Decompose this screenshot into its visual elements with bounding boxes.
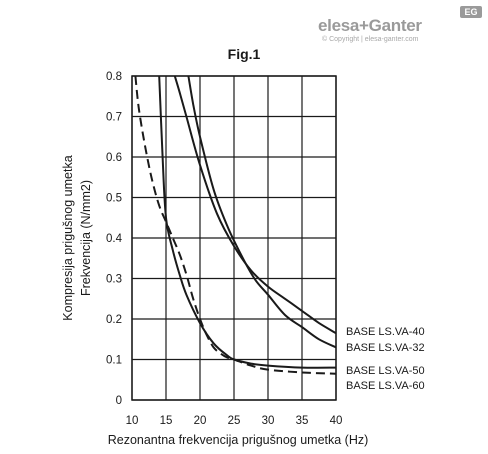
y-tick-label: 0.3 <box>106 274 122 286</box>
y-tick-label: 0.8 <box>106 71 122 83</box>
x-tick-label: 25 <box>228 415 241 427</box>
plot-frame <box>131 75 337 401</box>
x-tick-label: 15 <box>160 415 173 427</box>
brand-copyright: © Copyright | elesa-ganter.com <box>322 36 419 43</box>
x-tick-label: 30 <box>262 415 275 427</box>
legend-entry: BASE LS.VA-40 <box>346 326 425 338</box>
brand-badge: EG <box>460 6 482 18</box>
grid-lines <box>131 75 337 401</box>
y-tick-label: 0.2 <box>106 314 122 326</box>
series-line-base-ls-va-40 <box>173 75 337 335</box>
x-tick-label: 20 <box>194 415 207 427</box>
series-line-base-ls-va-32 <box>187 75 337 349</box>
y-axis-label-line-2: Frekvencija (N/mm2) <box>79 180 93 296</box>
y-tick-label: 0.5 <box>106 193 122 205</box>
y-tick-label: 0 <box>116 395 122 407</box>
y-axis-label-line-1: Kompresija prigušnog umetka <box>61 155 75 320</box>
y-tick-label: 0.7 <box>106 112 122 124</box>
brand-logo: elesa+Ganter EG © Copyright | elesa-gant… <box>318 6 484 46</box>
x-tick-label: 40 <box>330 415 343 427</box>
y-axis-label: Kompresija prigušnog umetka Frekvencija … <box>61 155 93 320</box>
tick-labels: 10 15 20 25 30 35 40 0 0.1 0.2 0.3 0.4 0.5 0.6 0.7 0.8 <box>106 71 342 427</box>
x-tick-label: 10 <box>126 415 139 427</box>
chart-title: Fig.1 <box>227 46 261 62</box>
y-tick-label: 0.6 <box>106 152 122 164</box>
y-tick-label: 0.4 <box>106 233 123 245</box>
legend-entry: BASE LS.VA-50 <box>346 365 425 377</box>
legend-entry: BASE LS.VA-60 <box>346 380 425 392</box>
legend-entry: BASE LS.VA-32 <box>346 342 425 354</box>
series-line-base-ls-va-60 <box>134 75 337 375</box>
y-tick-label: 0.1 <box>106 355 122 367</box>
series-line-base-ls-va-50 <box>158 75 337 369</box>
series-lines <box>134 75 337 375</box>
x-tick-label: 35 <box>296 415 309 427</box>
brand-logo-text: elesa+Ganter <box>318 16 422 35</box>
legend: BASE LS.VA-40 BASE LS.VA-32 BASE LS.VA-50 B… <box>346 326 425 392</box>
x-axis-label: Rezonantna frekvencija prigušnog umetka … <box>108 433 369 447</box>
